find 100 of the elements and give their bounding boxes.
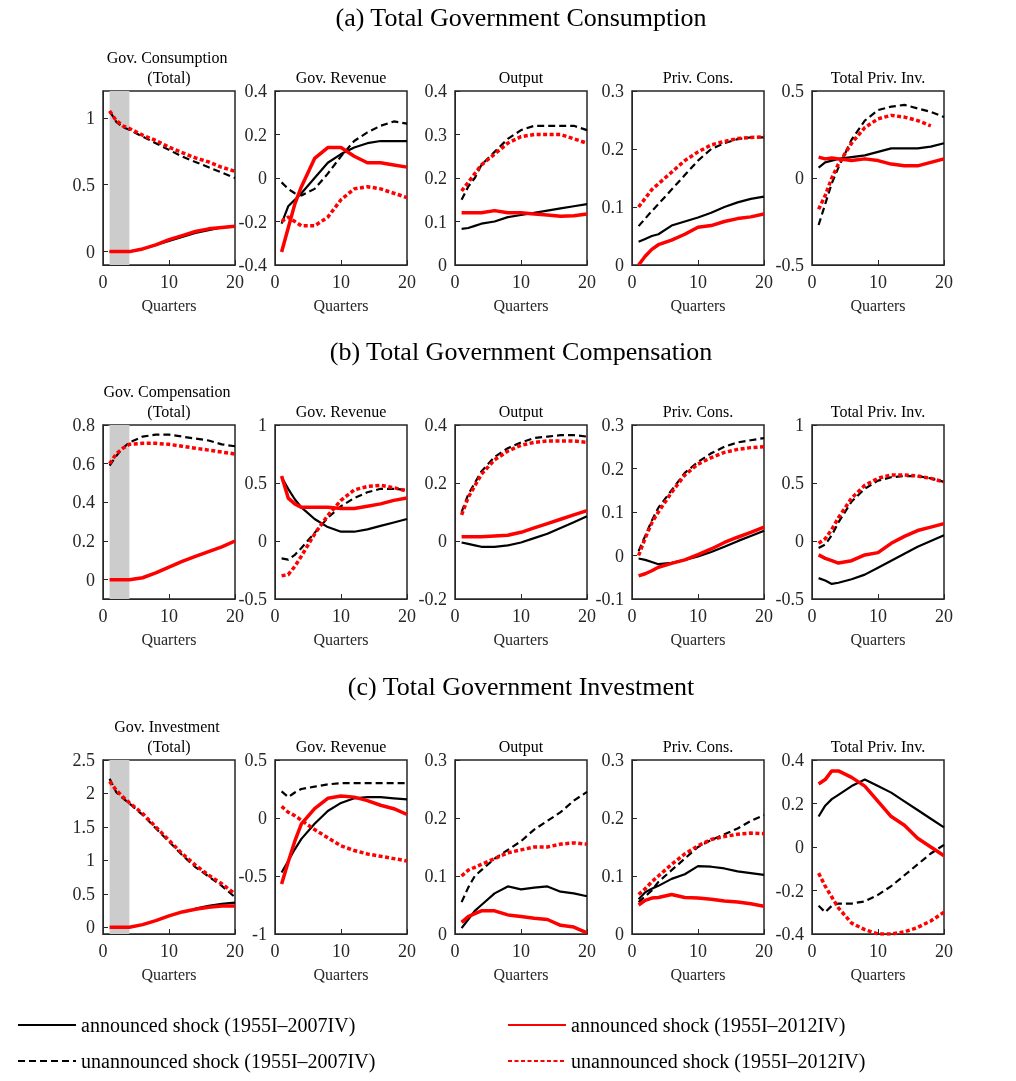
y-tick-label: 0.4 <box>72 492 95 513</box>
y-tick-label: 1.5 <box>72 816 95 837</box>
y-tick-label: 0 <box>86 917 95 938</box>
x-tick-label: 10 <box>512 272 530 292</box>
chart-title: Total Priv. Inv. <box>830 402 926 420</box>
chart-subtitle: (a) Total Government Consumption <box>335 2 707 32</box>
line-series <box>817 103 946 227</box>
y-tick-label: 1 <box>86 107 95 128</box>
x-tick-label: 10 <box>689 606 707 626</box>
chart-title: Priv. Cons. <box>662 402 734 420</box>
chart-title: Priv. Cons. <box>662 68 734 86</box>
chart-title: Output <box>498 737 544 756</box>
y-tick-label: 2 <box>86 783 95 804</box>
y-tick-label: -0.5 <box>238 866 267 886</box>
x-axis-title: Quarters <box>313 296 369 314</box>
x-tick-label: 20 <box>935 941 953 961</box>
legend-label: unannounced shock (1955I–2012IV) <box>571 1050 866 1073</box>
line-series <box>817 534 946 586</box>
y-tick-label: 0 <box>86 569 95 590</box>
y-tick-label: 0 <box>795 531 804 551</box>
x-tick-label: 10 <box>869 941 887 961</box>
line-series <box>636 212 766 267</box>
x-tick-label: 10 <box>160 606 178 626</box>
y-tick-label: 0.2 <box>601 808 624 828</box>
y-tick-label: -0.5 <box>238 589 267 609</box>
x-tick-label: 20 <box>398 606 416 626</box>
y-tick-label: 0 <box>615 924 624 944</box>
y-tick-label: 0.5 <box>244 750 267 770</box>
y-tick-label: 0 <box>258 531 267 551</box>
x-axis-title: Quarters <box>493 630 549 648</box>
x-axis-title: Quarters <box>493 965 549 983</box>
y-tick-label: -0.5 <box>775 255 804 275</box>
line-series <box>279 794 409 886</box>
y-tick-label: 0.5 <box>72 174 95 195</box>
y-tick-label: 0.1 <box>601 866 624 886</box>
chart-subtitle: (c) Total Government Investment <box>347 671 695 701</box>
y-tick-label: 0.3 <box>601 750 624 770</box>
y-tick-label: 0.2 <box>781 793 804 814</box>
x-axis-title: Quarters <box>670 630 726 648</box>
chart-title: Gov. Revenue <box>295 402 387 420</box>
line-series <box>460 124 589 201</box>
y-tick-label: 0.2 <box>424 808 447 828</box>
y-tick-label: 0 <box>258 168 267 188</box>
y-tick-label: 0.3 <box>601 81 624 101</box>
y-tick-label: -1 <box>252 924 267 944</box>
y-tick-label: -0.4 <box>775 924 804 944</box>
line-series <box>279 145 409 254</box>
x-tick-label: 10 <box>869 272 887 292</box>
y-tick-label: 0 <box>795 837 804 857</box>
line-series <box>816 769 946 858</box>
line-series <box>636 831 766 897</box>
x-tick-label: 10 <box>689 272 707 292</box>
x-tick-label: 10 <box>160 272 178 292</box>
chart-title: Priv. Cons. <box>662 737 734 755</box>
x-tick-label: 20 <box>755 941 773 961</box>
y-tick-label: -0.2 <box>418 589 447 609</box>
x-tick-label: 20 <box>226 606 244 626</box>
y-tick-label: 1 <box>86 850 95 871</box>
line-series <box>459 508 589 539</box>
y-tick-label: 1 <box>795 415 804 435</box>
chart-title: Gov. Revenue <box>295 737 387 755</box>
y-tick-label: 2.5 <box>72 750 95 770</box>
x-axis-title: Quarters <box>850 965 906 983</box>
line-series <box>108 433 237 467</box>
line-series <box>636 135 766 209</box>
chart-title: Total Priv. Inv. <box>830 68 926 86</box>
y-tick-label: 0.2 <box>424 473 447 493</box>
x-axis-title: Quarters <box>670 965 726 983</box>
x-axis-title: Quarters <box>850 630 906 648</box>
x-tick-label: 20 <box>578 941 596 961</box>
x-tick-label: 10 <box>689 941 707 961</box>
legend-label: announced shock (1955I–2007IV) <box>81 1014 356 1037</box>
x-axis-title: Quarters <box>670 296 726 314</box>
x-tick-label: 20 <box>755 606 773 626</box>
line-series <box>636 892 766 908</box>
line-series <box>459 841 589 878</box>
y-tick-label: 0.2 <box>601 139 624 159</box>
y-tick-label: -0.1 <box>595 589 624 609</box>
y-tick-label: 0.5 <box>72 883 95 904</box>
x-tick-label: 20 <box>935 606 953 626</box>
y-tick-label: 0.2 <box>244 124 267 145</box>
line-series <box>460 885 589 930</box>
line-series <box>637 195 766 243</box>
y-tick-label: 0 <box>615 545 624 566</box>
y-tick-label: 0.1 <box>601 502 624 522</box>
y-tick-label: -0.4 <box>238 255 267 275</box>
x-tick-label: 20 <box>226 941 244 961</box>
line-series <box>107 539 237 582</box>
y-tick-label: 0 <box>438 924 447 944</box>
chart-subtitle: (b) Total Government Compensation <box>329 336 713 366</box>
x-tick-label: 10 <box>332 272 350 292</box>
y-tick-label: 0.2 <box>72 531 95 551</box>
y-tick-label: 0.3 <box>601 415 624 435</box>
y-tick-label: 0 <box>438 531 447 551</box>
line-series <box>460 790 589 904</box>
line-series <box>817 778 946 829</box>
y-tick-label: -0.2 <box>238 211 267 232</box>
y-tick-label: 0.4 <box>424 81 447 101</box>
line-series <box>459 909 589 935</box>
x-axis-title: Quarters <box>493 296 549 314</box>
